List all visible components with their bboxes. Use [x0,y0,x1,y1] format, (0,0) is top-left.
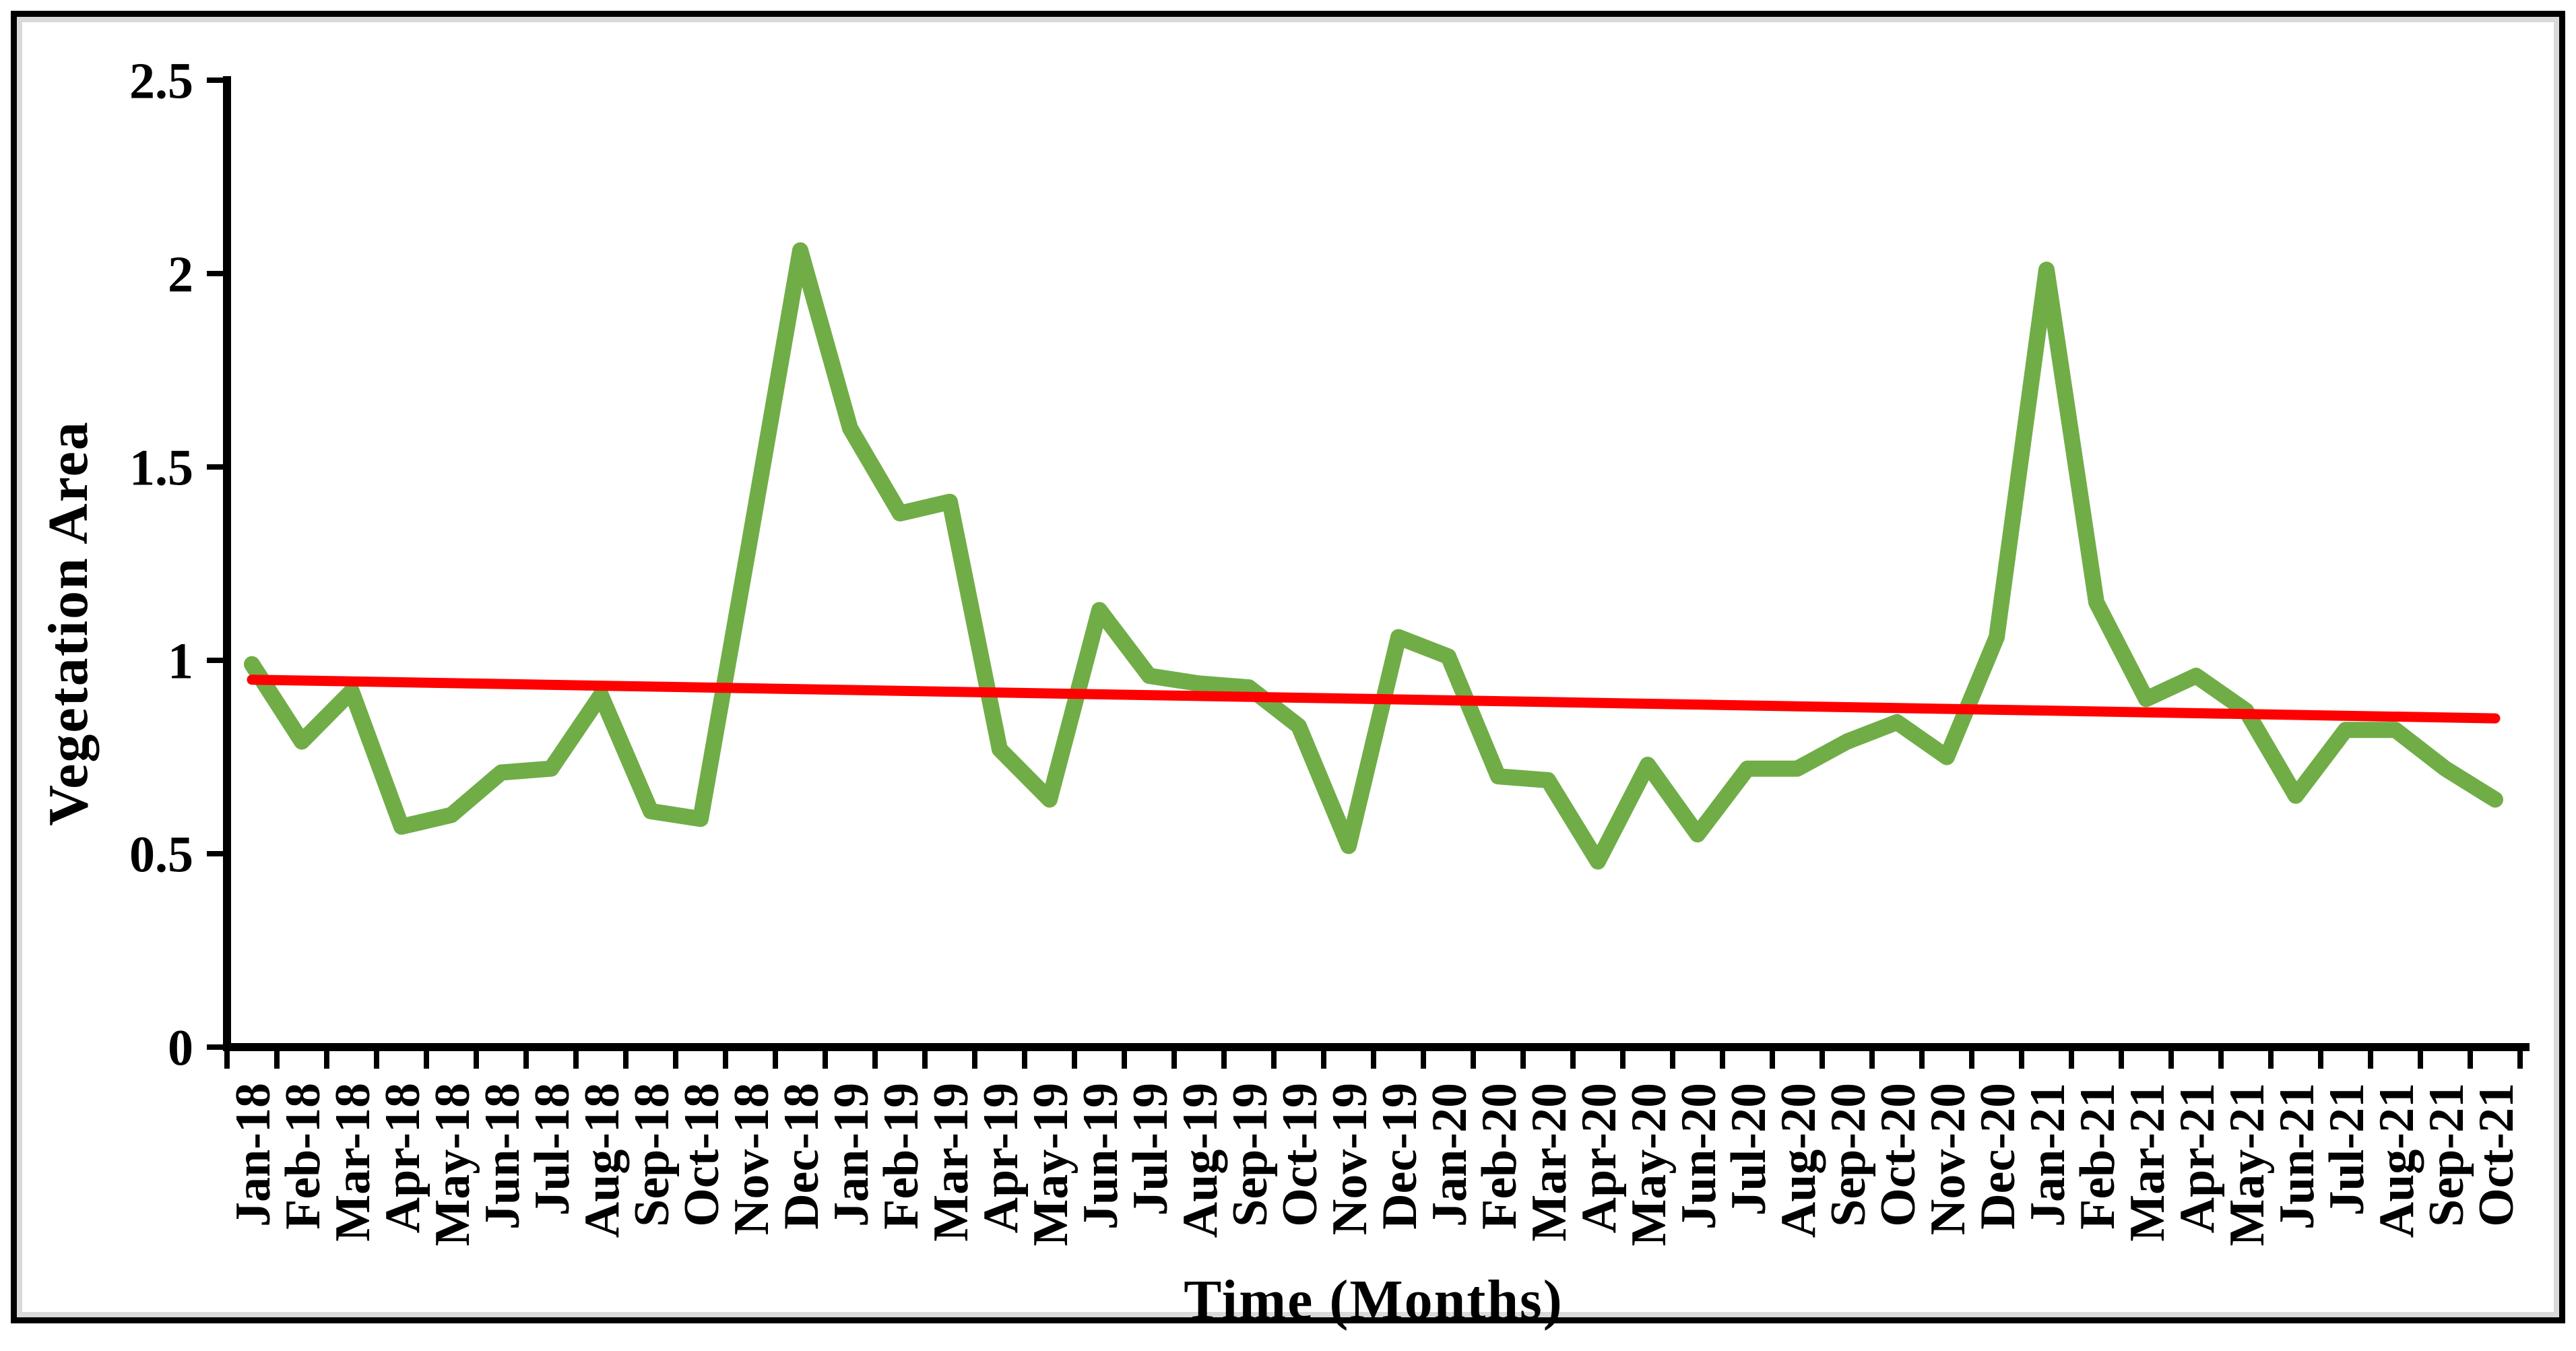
y-tick-label: 0 [168,1020,193,1077]
x-tick-label: Dec-18 [774,1083,829,1230]
axes-layer [207,76,2530,1069]
x-axis-title: Time (Months) [1184,1269,1563,1331]
x-tick-label: Jun-18 [475,1083,530,1230]
x-tick-label: Mar-20 [1522,1083,1577,1242]
y-tick-label: 2.5 [129,53,193,110]
x-tick-label: Feb-21 [2070,1083,2125,1230]
x-tick-label: Aug-21 [2369,1083,2424,1238]
chart-figure-border: 0 0.5 1 1.5 2 2.5 Jan-18 Feb-18 Mar-18 Apr-18 May-… [11,11,2565,1331]
x-tick-label: Jul-21 [2319,1083,2375,1216]
x-tick-label: Mar-19 [924,1083,979,1242]
x-tick-label: Mar-21 [2120,1083,2175,1242]
y-tick-label: 1 [168,633,193,690]
x-tick-label: Jul-20 [1721,1083,1776,1216]
series-layer [244,242,2503,870]
x-tick-label: Oct-20 [1871,1083,1926,1227]
vegetation-series-line [244,242,2503,870]
vegetation-area-chart: 00.511.522.5Jan-18Feb-18Mar-18Apr-18May-… [37,53,2530,1331]
x-tick-label: May-19 [1023,1083,1078,1247]
x-tick-label: Feb-20 [1472,1083,1527,1230]
y-tick-label: 0.5 [129,827,193,883]
x-tick-label: Sep-19 [1223,1083,1278,1227]
x-tick-label: Jan-21 [2020,1083,2075,1227]
x-tick-label: Jan-19 [824,1083,879,1227]
x-tick-label: Mar-18 [325,1083,381,1242]
x-tick-label: Jun-20 [1671,1083,1727,1230]
x-tick-label: Aug-20 [1771,1083,1826,1238]
x-tick-label: May-18 [425,1083,480,1247]
x-tick-label: Nov-19 [1322,1083,1378,1235]
tick-labels-layer: 00.511.522.5Jan-18Feb-18Mar-18Apr-18May-… [129,53,2524,1247]
x-tick-label: Jan-18 [226,1083,281,1227]
x-tick-label: Dec-19 [1372,1083,1427,1230]
x-tick-label: Jun-19 [1073,1083,1128,1230]
x-tick-label: Oct-18 [674,1083,730,1227]
x-tick-label: May-21 [2220,1083,2275,1247]
y-axis-title: Vegetation Area [37,420,100,826]
x-tick-label: Nov-18 [724,1083,779,1235]
x-tick-label: Feb-19 [874,1083,929,1230]
x-tick-label: Aug-19 [1173,1083,1228,1238]
x-tick-label: Oct-19 [1273,1083,1328,1227]
x-tick-label: Dec-20 [1970,1083,2026,1230]
x-tick-label: Jul-18 [525,1083,580,1216]
y-tick-label: 1.5 [129,440,193,497]
x-tick-label: Jul-19 [1123,1083,1178,1216]
trend-line [247,674,2501,724]
x-tick-label: May-20 [1621,1083,1677,1247]
x-tick-label: Oct-21 [2469,1083,2524,1227]
x-tick-label: Nov-20 [1921,1083,1976,1235]
x-tick-label: Sep-18 [624,1083,680,1227]
x-tick-label: Apr-20 [1572,1083,1627,1233]
x-tick-label: Sep-21 [2419,1083,2474,1227]
x-tick-label: Sep-20 [1821,1083,1876,1227]
x-tick-label: Jan-20 [1422,1083,1477,1227]
x-tick-label: Feb-18 [276,1083,331,1230]
x-tick-label: Aug-18 [575,1083,630,1238]
y-tick-label: 2 [168,247,193,303]
x-tick-label: Jun-21 [2269,1083,2325,1230]
x-tick-label: Apr-21 [2170,1083,2225,1233]
x-tick-label: Apr-18 [375,1083,430,1233]
x-tick-label: Apr-19 [973,1083,1029,1233]
